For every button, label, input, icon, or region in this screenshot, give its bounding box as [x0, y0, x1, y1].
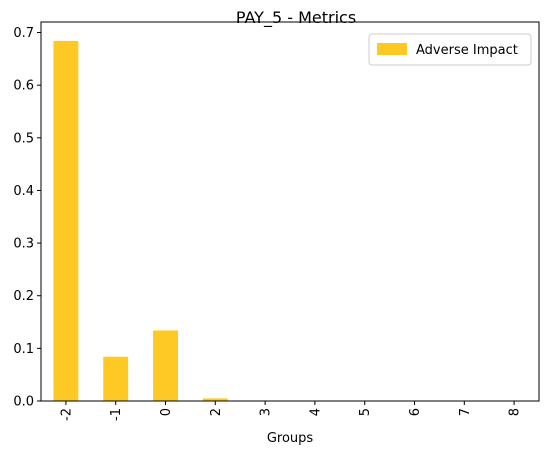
- y-tick-label: 0.3: [13, 237, 34, 252]
- y-tick-label: 0.6: [13, 79, 34, 94]
- x-tick-label: 2: [209, 408, 224, 416]
- x-axis: -2 -1 0 2 3 4 5 6 7 8: [59, 401, 523, 421]
- x-tick-label: 5: [358, 408, 373, 416]
- y-axis: 0.0 0.1 0.2 0.3 0.4 0.5 0.6 0.7: [13, 26, 41, 410]
- bars-layer: [53, 40, 228, 401]
- legend-swatch: [377, 43, 407, 55]
- chart-title: PAY_5 - Metrics: [236, 8, 356, 28]
- bar-2: [202, 398, 228, 401]
- y-tick-label: 0.5: [13, 131, 34, 146]
- x-tick-label: 8: [508, 408, 523, 416]
- x-tick-label: 0: [159, 408, 174, 416]
- y-tick-label: 0.1: [13, 342, 34, 357]
- y-tick-label: 0.4: [13, 184, 34, 199]
- bar-0: [153, 330, 178, 401]
- legend-label: Adverse Impact: [416, 43, 518, 58]
- bar--1: [103, 356, 129, 401]
- x-tick-label: 7: [458, 408, 473, 416]
- x-axis-label: Groups: [267, 431, 314, 446]
- x-tick-label: 4: [308, 408, 323, 416]
- x-tick-label: -2: [59, 408, 74, 421]
- legend-box: [368, 33, 532, 66]
- y-tick-label: 0.2: [13, 289, 34, 304]
- x-tick-label: 6: [408, 408, 423, 416]
- y-tick-label: 0.0: [13, 395, 34, 410]
- x-tick-label: -1: [109, 408, 124, 421]
- legend: Adverse Impact: [368, 33, 532, 66]
- y-tick-label: 0.7: [13, 26, 34, 41]
- x-tick-label: 3: [259, 408, 274, 416]
- bar--2: [53, 40, 79, 401]
- plot-frame: [40, 21, 540, 402]
